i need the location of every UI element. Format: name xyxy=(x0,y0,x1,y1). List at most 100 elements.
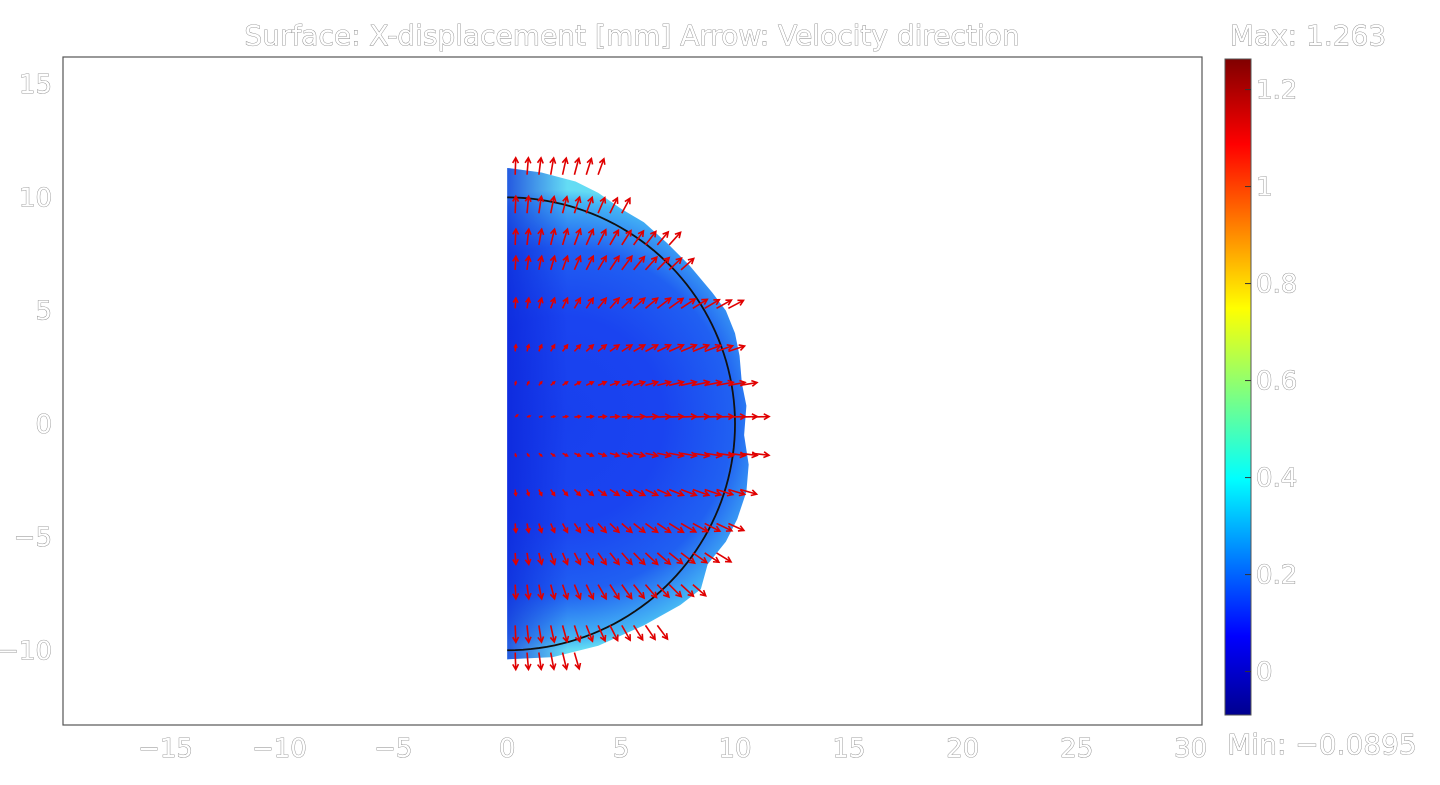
velocity-arrow xyxy=(597,228,607,246)
velocity-arrow xyxy=(561,254,570,271)
velocity-arrow xyxy=(561,488,569,497)
velocity-arrow xyxy=(704,488,723,497)
y-tick-label: 15 xyxy=(19,70,52,100)
y-axis-ticks: 15 10 5 0 −5 −10 xyxy=(0,70,52,667)
velocity-arrow xyxy=(668,343,685,353)
velocity-arrow xyxy=(561,584,570,601)
velocity-arrow xyxy=(680,297,697,310)
velocity-arrow xyxy=(609,625,619,643)
velocity-arrow xyxy=(645,379,660,387)
velocity-arrow xyxy=(656,624,669,641)
velocity-arrow xyxy=(668,379,686,387)
velocity-arrow xyxy=(680,552,696,565)
velocity-arrow xyxy=(609,228,620,246)
velocity-arrow xyxy=(656,343,673,353)
velocity-arrow xyxy=(537,584,545,601)
velocity-arrow xyxy=(561,343,569,352)
x-tick-label: −15 xyxy=(138,734,193,764)
velocity-arrow xyxy=(668,231,682,246)
velocity-arrow xyxy=(585,584,595,601)
velocity-arrow xyxy=(680,257,695,271)
velocity-arrow xyxy=(656,584,671,599)
velocity-arrow xyxy=(621,584,633,600)
velocity-arrow xyxy=(668,584,683,598)
velocity-arrow xyxy=(621,229,632,246)
velocity-arrow xyxy=(573,552,582,566)
velocity-arrow xyxy=(550,380,556,386)
velocity-arrow xyxy=(585,452,595,458)
x-tick-label: 20 xyxy=(946,734,979,764)
velocity-arrow xyxy=(680,343,698,353)
x-axis-ticks: −15 −10 −5 0 5 10 15 20 25 30 xyxy=(138,734,1208,765)
velocity-arrow xyxy=(537,523,544,534)
velocity-arrow xyxy=(657,379,673,387)
velocity-arrow xyxy=(609,451,621,458)
velocity-arrow xyxy=(573,625,582,644)
velocity-arrow xyxy=(645,451,660,459)
velocity-arrow xyxy=(716,344,735,353)
velocity-arrow xyxy=(692,584,707,597)
y-tick-label: 0 xyxy=(35,410,52,440)
velocity-arrow xyxy=(740,379,759,387)
velocity-arrow xyxy=(574,381,582,387)
velocity-arrow xyxy=(561,625,570,644)
velocity-arrow xyxy=(621,488,634,497)
velocity-arrow xyxy=(549,156,557,175)
velocity-arrow xyxy=(597,452,608,458)
velocity-arrow xyxy=(561,296,569,309)
velocity-arrow xyxy=(751,451,771,459)
colorbar-tick-label: 0.2 xyxy=(1256,561,1297,591)
velocity-arrow xyxy=(585,343,595,352)
velocity-arrow xyxy=(585,156,594,175)
velocity-arrow xyxy=(597,343,608,352)
velocity-arrow xyxy=(633,297,646,309)
velocity-arrow xyxy=(573,227,582,246)
velocity-arrow xyxy=(561,156,569,175)
velocity-arrow xyxy=(597,552,608,566)
velocity-arrow xyxy=(512,296,519,309)
x-tick-label: 25 xyxy=(1060,734,1093,764)
colorbar-ticks: 1.2 1 0.8 0.6 0.4 0.2 0 xyxy=(1245,75,1298,688)
velocity-arrow xyxy=(668,297,685,309)
velocity-arrow xyxy=(644,255,658,271)
colorbar-tick-label: 1.2 xyxy=(1256,76,1297,106)
velocity-arrow xyxy=(621,344,634,353)
velocity-arrow xyxy=(621,380,634,387)
velocity-arrow xyxy=(645,344,660,353)
velocity-arrow xyxy=(692,298,709,310)
velocity-arrow xyxy=(680,488,698,497)
x-tick-label: −5 xyxy=(374,734,412,764)
velocity-arrow xyxy=(704,552,721,564)
velocity-arrow xyxy=(524,652,532,672)
velocity-arrow xyxy=(524,194,532,214)
velocity-arrow xyxy=(513,343,518,352)
velocity-arrow xyxy=(550,343,556,352)
velocity-arrow xyxy=(562,380,569,386)
velocity-arrow xyxy=(514,414,519,418)
velocity-arrow xyxy=(524,584,532,601)
velocity-arrow xyxy=(645,488,660,497)
velocity-arrow xyxy=(526,452,530,458)
velocity-arrow xyxy=(550,489,556,497)
x-tick-label: 10 xyxy=(718,734,751,764)
velocity-arrow xyxy=(644,230,657,246)
velocity-arrow xyxy=(704,343,723,353)
velocity-arrow xyxy=(609,413,621,420)
velocity-arrow xyxy=(644,584,658,599)
velocity-arrow xyxy=(728,522,746,532)
velocity-arrow xyxy=(657,451,673,459)
velocity-arrow xyxy=(668,552,684,565)
velocity-arrow xyxy=(656,256,671,271)
velocity-arrow xyxy=(574,414,582,419)
velocity-arrow xyxy=(728,344,747,353)
velocity-arrow xyxy=(609,196,619,214)
velocity-arrow xyxy=(633,488,647,497)
velocity-arrow xyxy=(692,522,710,533)
velocity-arrow xyxy=(740,488,759,497)
velocity-arrow xyxy=(597,196,607,214)
velocity-arrow xyxy=(549,194,557,214)
colorbar-min-label: Min: −0.0895 xyxy=(1227,728,1416,761)
velocity-arrow xyxy=(633,379,647,387)
velocity-arrow xyxy=(512,625,520,645)
